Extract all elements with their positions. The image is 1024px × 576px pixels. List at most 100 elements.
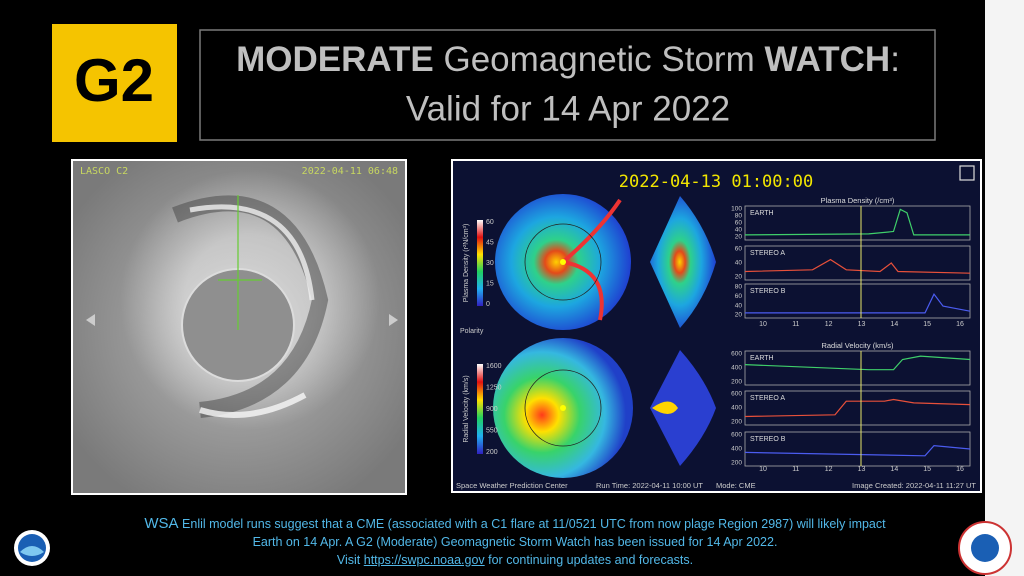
plot-frame	[744, 350, 971, 386]
trace	[745, 293, 971, 314]
right-margin	[985, 0, 1024, 576]
colorbar-ticks: 1600 1250 900 550 200	[486, 363, 502, 456]
lasco-label: LASCO C2	[80, 166, 128, 177]
title-middle: Geomagnetic Storm	[434, 40, 765, 79]
footer-line: for continuing updates and forecasts.	[484, 553, 694, 567]
orbit	[524, 223, 602, 301]
plot-frame	[744, 245, 971, 281]
cme-front	[199, 392, 307, 418]
density-colorbar	[477, 220, 483, 306]
y-tick-label: 60	[735, 246, 743, 253]
x-tick-label: 16	[956, 321, 964, 328]
y-tick-label: 400	[731, 365, 742, 372]
title: MODERATE Geomagnetic Storm WATCH:	[236, 40, 900, 79]
colorbar-tick: 0	[486, 301, 490, 308]
arrow-marker	[389, 314, 398, 326]
footer-line: Earth on 14 Apr. A G2 (Moderate) Geomagn…	[252, 535, 778, 549]
trace	[744, 398, 971, 418]
y-tick-label: 40	[735, 302, 743, 309]
cme-feature	[652, 401, 678, 414]
y-tick-label: 40	[735, 227, 743, 234]
colorbar-tick: 15	[486, 280, 494, 287]
plot-title: Plasma Density (/cm³)	[821, 196, 895, 205]
y-tick-label: 20	[735, 234, 743, 241]
y-tick-label: 200	[731, 379, 742, 386]
plot-title: Radial Velocity (km/s)	[821, 341, 894, 350]
y-tick-label: 200	[731, 460, 742, 467]
sun-marker	[560, 405, 566, 411]
x-tick-label: 14	[890, 466, 898, 473]
plot-frame	[744, 390, 971, 426]
polarity-label: Polarity	[460, 328, 484, 335]
x-tick-label: 11	[792, 321, 799, 328]
y-tick-label: 100	[731, 206, 742, 213]
trace	[744, 355, 971, 371]
trace	[744, 444, 971, 457]
colorbar-tick: 900	[486, 406, 498, 413]
subtitle: Valid for 14 Apr 2022	[406, 89, 730, 128]
trace	[744, 258, 971, 274]
enlil-timestamp: 2022-04-13 01:00:00	[619, 172, 813, 192]
colorbar-tick: 550	[486, 427, 498, 434]
y-tick-label: 40	[735, 260, 743, 267]
enlil-run-time: Run Time: 2022-04-11 10:00 UT	[596, 481, 703, 490]
x-tick-label: 15	[923, 466, 931, 473]
y-tick-label: 400	[731, 405, 742, 412]
footer-line: Enlil model runs suggest that a CME (ass…	[178, 517, 886, 531]
footer-lead: WSA	[144, 515, 179, 532]
density-wedge	[650, 196, 716, 328]
panel-name: EARTH	[750, 210, 774, 217]
enlil-created: Image Created: 2022-04-11 11:27 UT	[852, 481, 976, 490]
panel-name: EARTH	[750, 355, 774, 362]
x-tick-label: 15	[923, 321, 931, 328]
footer-link[interactable]: https://swpc.noaa.gov	[363, 553, 485, 567]
cme-feature	[561, 198, 622, 321]
x-tick-label: 13	[858, 466, 866, 473]
footer-visit: Visit	[336, 553, 364, 567]
x-tick-label: 12	[825, 321, 833, 328]
x-tick-label: 16	[956, 466, 964, 473]
colorbar-label: Radial Velocity (km/s)	[463, 375, 470, 442]
plot-frame	[744, 431, 971, 467]
y-tick-label: 60	[735, 293, 743, 300]
lasco-timestamp: 2022-04-11 06:48	[302, 166, 398, 177]
colorbar-tick: 1250	[486, 384, 502, 391]
colorbar-tick: 30	[486, 260, 494, 267]
panel-name: STEREO A	[750, 395, 785, 402]
y-tick-label: 20	[735, 274, 743, 281]
y-tick-label: 80	[735, 284, 743, 291]
velocity-colorbar	[477, 364, 483, 454]
sun-marker	[560, 259, 566, 265]
y-tick-label: 200	[731, 419, 742, 426]
arrow-marker	[86, 314, 95, 326]
expand-icon[interactable]	[959, 165, 975, 181]
y-tick-label: 400	[731, 446, 742, 453]
enlil-mode: Mode: CME	[716, 481, 756, 490]
cme-front	[189, 204, 315, 301]
x-tick-label: 10	[759, 321, 767, 328]
badge	[52, 24, 177, 142]
footer-text: WSA Enlil model runs suggest that a CME …	[60, 515, 970, 569]
y-tick-label: 80	[735, 213, 743, 220]
y-tick-label: 600	[731, 351, 742, 358]
badge-text: G2	[74, 47, 154, 114]
panel-name: STEREO B	[750, 288, 786, 295]
nws-logo	[971, 534, 999, 562]
colorbar-tick: 60	[486, 219, 494, 226]
colorbar-tick: 1600	[486, 363, 502, 370]
title-strong: MODERATE	[236, 40, 434, 79]
orbit	[524, 369, 602, 447]
x-tick-label: 13	[858, 321, 866, 328]
title-strong: WATCH	[764, 40, 890, 79]
noaa-logo	[20, 546, 44, 556]
trace	[744, 208, 970, 236]
x-tick-label: 12	[825, 466, 833, 473]
enlil-center: Space Weather Prediction Center	[456, 481, 568, 490]
panel-name: STEREO A	[750, 250, 785, 257]
y-tick-label: 60	[735, 220, 743, 227]
x-tick-label: 14	[890, 321, 898, 328]
colorbar-ticks: 60 45 30 15 0	[486, 219, 494, 308]
colorbar-label: Plasma Density (r²N/cm³)	[463, 224, 470, 303]
